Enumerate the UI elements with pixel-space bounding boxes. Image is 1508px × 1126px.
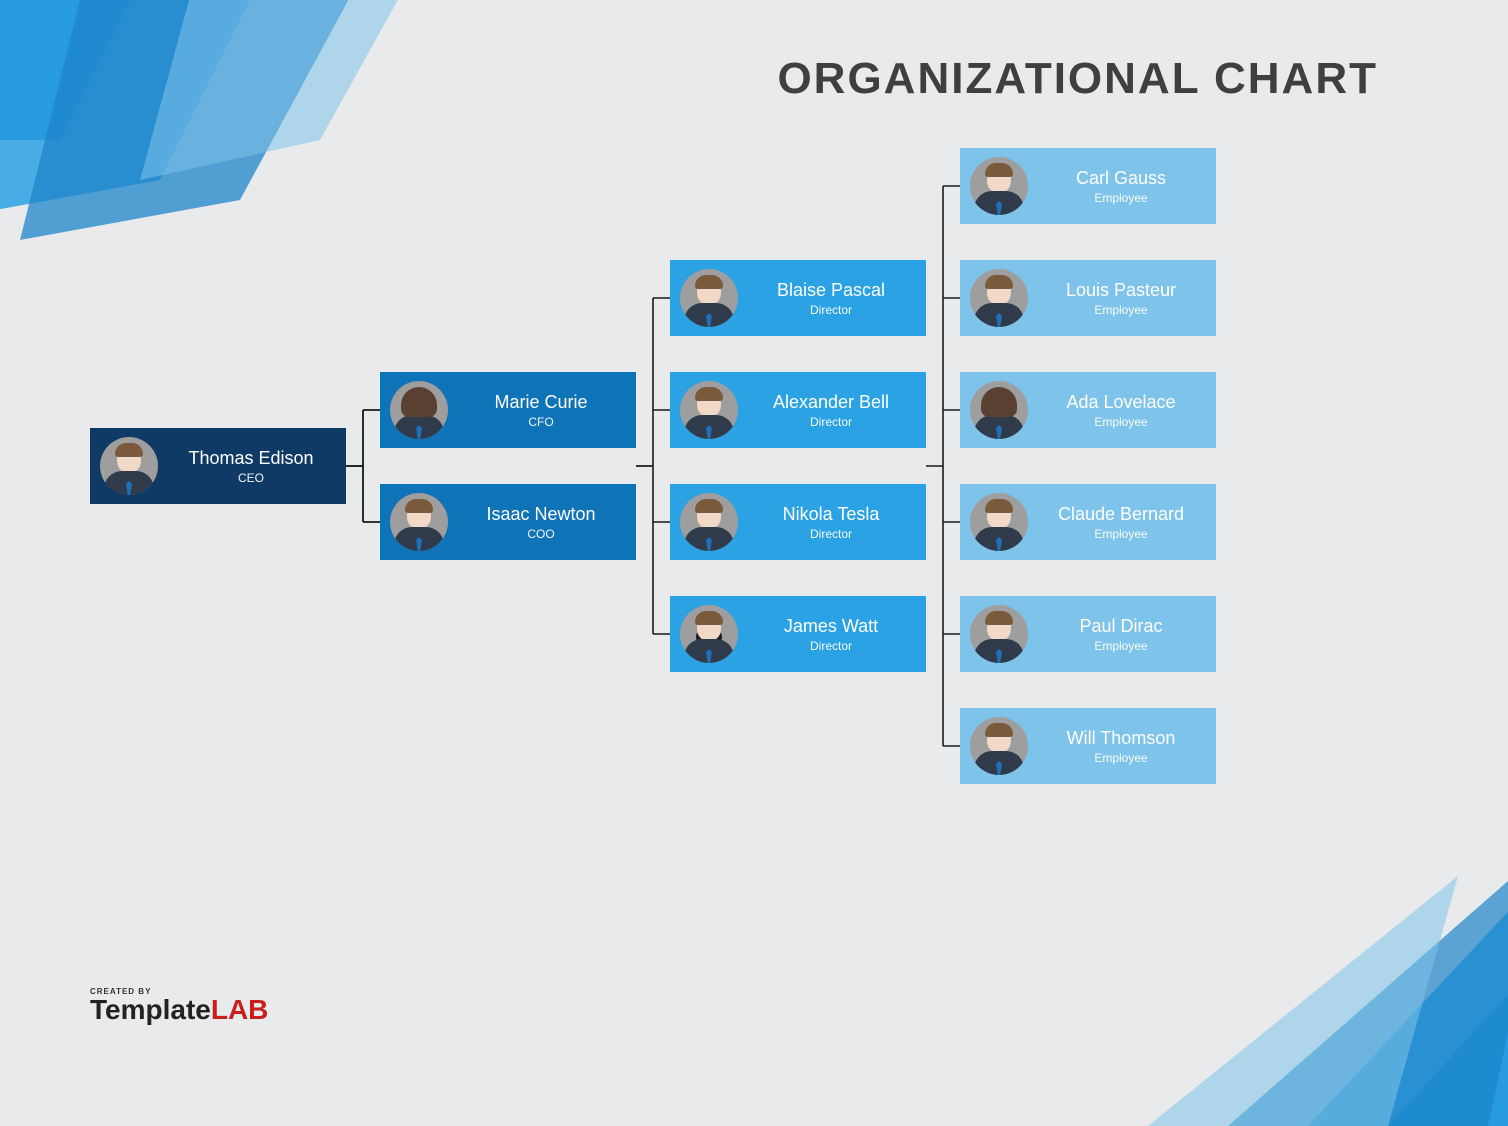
- org-node-e2: Louis Pasteur Employee: [960, 260, 1216, 336]
- avatar-icon: [680, 493, 738, 551]
- footer-wordmark: TemplateLAB: [90, 996, 268, 1024]
- page-title: ORGANIZATIONAL CHART: [777, 54, 1378, 104]
- node-name: Claude Bernard: [1042, 504, 1200, 525]
- node-role: Director: [752, 527, 910, 541]
- org-node-e3: Ada Lovelace Employee: [960, 372, 1216, 448]
- avatar-icon: [970, 717, 1028, 775]
- node-role: COO: [462, 527, 620, 541]
- org-node-e1: Carl Gauss Employee: [960, 148, 1216, 224]
- org-node-d3: Nikola Tesla Director: [670, 484, 926, 560]
- avatar-icon: [680, 605, 738, 663]
- node-name: Carl Gauss: [1042, 168, 1200, 189]
- avatar-icon: [970, 381, 1028, 439]
- org-node-d1: Blaise Pascal Director: [670, 260, 926, 336]
- node-name: Alexander Bell: [752, 392, 910, 413]
- node-role: Employee: [1042, 639, 1200, 653]
- footer-logo: CREATED BY TemplateLAB: [90, 988, 268, 1024]
- org-node-coo: Isaac Newton COO: [380, 484, 636, 560]
- avatar-icon: [970, 269, 1028, 327]
- node-role: Employee: [1042, 303, 1200, 317]
- org-node-ceo: Thomas Edison CEO: [90, 428, 346, 504]
- node-name: James Watt: [752, 616, 910, 637]
- node-name: Thomas Edison: [172, 448, 330, 469]
- avatar-icon: [680, 269, 738, 327]
- avatar-icon: [390, 493, 448, 551]
- avatar-icon: [970, 157, 1028, 215]
- org-node-e5: Paul Dirac Employee: [960, 596, 1216, 672]
- node-name: Marie Curie: [462, 392, 620, 413]
- org-node-e4: Claude Bernard Employee: [960, 484, 1216, 560]
- node-role: Director: [752, 415, 910, 429]
- footer-brand-a: Template: [90, 994, 211, 1025]
- node-role: Employee: [1042, 415, 1200, 429]
- node-name: Nikola Tesla: [752, 504, 910, 525]
- org-chart: Thomas Edison CEO Marie Curie CFO Isaac Newt…: [80, 100, 1440, 920]
- node-name: Will Thomson: [1042, 728, 1200, 749]
- org-node-cfo: Marie Curie CFO: [380, 372, 636, 448]
- avatar-icon: [970, 493, 1028, 551]
- org-node-e6: Will Thomson Employee: [960, 708, 1216, 784]
- node-role: Employee: [1042, 527, 1200, 541]
- node-name: Blaise Pascal: [752, 280, 910, 301]
- node-name: Ada Lovelace: [1042, 392, 1200, 413]
- node-role: CEO: [172, 471, 330, 485]
- node-name: Louis Pasteur: [1042, 280, 1200, 301]
- node-name: Paul Dirac: [1042, 616, 1200, 637]
- node-role: CFO: [462, 415, 620, 429]
- org-node-d4: James Watt Director: [670, 596, 926, 672]
- node-name: Isaac Newton: [462, 504, 620, 525]
- avatar-icon: [970, 605, 1028, 663]
- avatar-icon: [680, 381, 738, 439]
- org-node-d2: Alexander Bell Director: [670, 372, 926, 448]
- node-role: Employee: [1042, 751, 1200, 765]
- footer-brand-b: LAB: [211, 994, 269, 1025]
- node-role: Employee: [1042, 191, 1200, 205]
- node-role: Director: [752, 303, 910, 317]
- avatar-icon: [390, 381, 448, 439]
- avatar-icon: [100, 437, 158, 495]
- node-role: Director: [752, 639, 910, 653]
